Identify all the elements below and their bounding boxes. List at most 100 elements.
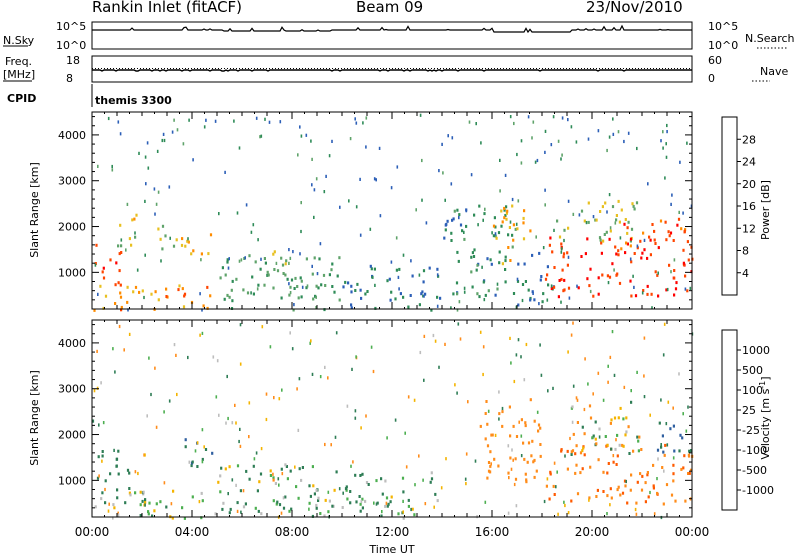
echo-cell — [148, 501, 151, 505]
echo-cell — [120, 305, 123, 309]
echo-cell — [670, 493, 674, 497]
echo-cell — [656, 448, 660, 452]
colorbar-frame — [721, 329, 738, 511]
echo-cell — [491, 433, 494, 437]
echo-cell — [252, 223, 255, 227]
echo-cell — [632, 274, 634, 278]
echo-cell — [120, 244, 123, 248]
echo-cell — [602, 470, 605, 474]
echo-cell — [317, 496, 320, 500]
echo-cell — [349, 501, 352, 505]
echo-cell — [315, 506, 318, 510]
echo-cell — [589, 267, 592, 271]
echo-cell — [265, 417, 268, 422]
echo-cell — [518, 420, 520, 424]
echo-cell — [274, 482, 277, 485]
echo-cell — [482, 372, 484, 377]
echo-cell — [610, 496, 613, 500]
echo-cell — [486, 422, 489, 426]
echo-cell — [273, 396, 275, 400]
echo-cell — [540, 275, 543, 278]
echo-cell — [556, 470, 558, 474]
echo-cell — [365, 116, 368, 120]
echo-cell — [472, 255, 476, 258]
echo-cell — [424, 502, 427, 506]
echo-cell — [147, 512, 150, 516]
echo-cell — [609, 355, 612, 359]
echo-cell — [634, 294, 638, 298]
echo-cell — [230, 288, 233, 292]
echo-cell — [424, 292, 427, 296]
echo-cell — [356, 282, 359, 286]
echo-cell — [240, 258, 243, 262]
echo-cell — [441, 142, 443, 146]
echo-cell — [194, 449, 197, 453]
echo-cell — [315, 284, 318, 288]
echo-cell — [664, 220, 667, 224]
echo-cell — [494, 234, 497, 238]
y-tick-label: 2000 — [58, 221, 86, 234]
echo-cell — [414, 483, 416, 487]
colorbar-tick-label: 20 — [742, 178, 756, 191]
echo-cell — [654, 270, 657, 274]
echo-cell — [248, 477, 251, 481]
echo-cell — [623, 479, 627, 483]
echo-cell — [661, 434, 664, 438]
echo-cell — [239, 362, 242, 366]
echo-cell — [355, 500, 358, 504]
echo-cell — [165, 505, 168, 509]
echo-cell — [539, 426, 542, 430]
colorbar-tick-label: 16 — [742, 200, 756, 213]
echo-cell — [300, 295, 303, 299]
echo-cell — [354, 409, 357, 413]
echo-cell — [629, 488, 632, 492]
echo-cell — [458, 213, 461, 217]
echo-cell — [517, 262, 520, 266]
echo-cell — [364, 292, 367, 296]
freq-tick-bottom: 8 — [66, 72, 73, 85]
echo-cell — [181, 237, 184, 241]
echo-cell — [201, 308, 203, 312]
echo-cell — [181, 287, 184, 291]
echo-cell — [111, 164, 113, 169]
echo-cell — [500, 209, 503, 213]
echo-cell — [359, 288, 362, 292]
echo-cell — [673, 269, 676, 272]
echo-cell — [687, 258, 690, 262]
echo-cell — [407, 498, 410, 502]
echo-cell — [615, 218, 618, 222]
echo-cell — [463, 230, 465, 234]
echo-cell — [643, 395, 646, 399]
echo-cell — [335, 331, 338, 335]
echo-cell — [139, 503, 142, 507]
echo-cell — [109, 472, 112, 476]
echo-cell — [547, 283, 550, 287]
echo-cell — [636, 480, 639, 484]
echo-cell — [182, 305, 186, 309]
echo-cell — [619, 406, 622, 410]
echo-cell — [586, 237, 589, 241]
echo-cell — [399, 292, 402, 296]
echo-cell — [114, 283, 117, 287]
echo-cell — [674, 499, 677, 503]
echo-cell — [657, 271, 659, 275]
echo-cell — [675, 281, 678, 285]
echo-cell — [452, 217, 455, 221]
echo-cell — [621, 491, 625, 495]
echo-cell — [128, 471, 131, 475]
echo-cell — [442, 171, 444, 175]
echo-cell — [231, 478, 234, 482]
echo-cell — [643, 248, 646, 252]
echo-cell — [115, 464, 118, 468]
echo-cell — [476, 292, 479, 296]
echo-cell — [292, 308, 295, 312]
echo-cell — [494, 433, 497, 437]
echo-cell — [490, 433, 493, 437]
echo-cell — [456, 250, 459, 254]
echo-cell — [285, 259, 288, 263]
echo-cell — [293, 303, 295, 307]
echo-cell — [552, 484, 555, 488]
echo-cell — [311, 264, 313, 268]
echo-cell — [525, 480, 528, 484]
echo-cell — [226, 260, 229, 264]
